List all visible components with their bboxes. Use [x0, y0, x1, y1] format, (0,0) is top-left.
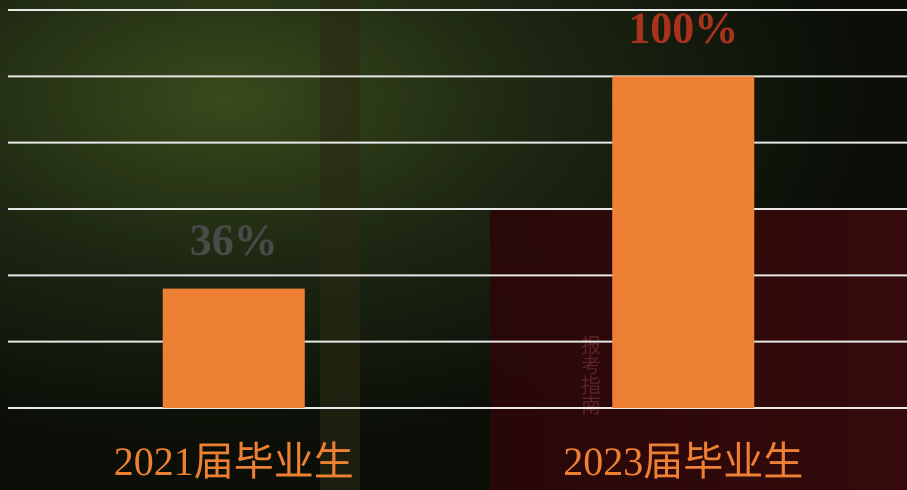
value-label: 36%: [190, 216, 278, 265]
value-label: 100%: [628, 3, 738, 52]
x-tick-label: 2021届毕业生: [114, 439, 354, 484]
x-tick-label: 2023届毕业生: [563, 439, 803, 484]
bar: [612, 76, 755, 408]
bar: [162, 288, 305, 408]
background-text: 报考指南: [578, 335, 602, 415]
background-trunk: [320, 0, 360, 490]
